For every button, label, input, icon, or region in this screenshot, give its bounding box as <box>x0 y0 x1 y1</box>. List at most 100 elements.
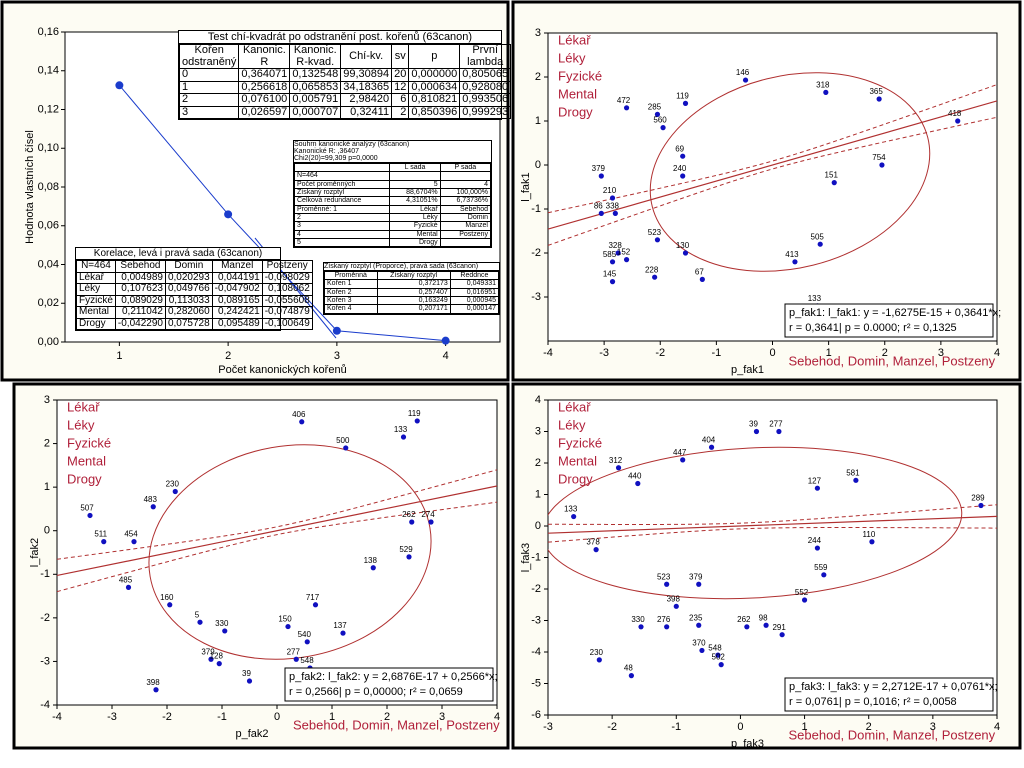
table-cell: sv <box>391 43 410 70</box>
point <box>779 632 785 638</box>
table-title: Test chí-kvadrát po odstranění post. koř… <box>179 31 501 44</box>
point-label: 585 <box>603 250 617 259</box>
point-label: 454 <box>124 530 138 539</box>
table-cell: První lambda <box>459 43 512 70</box>
point <box>125 584 132 590</box>
point-label: 529 <box>399 545 413 554</box>
y-tick-label: 0 <box>535 520 541 532</box>
table-cell: -0,100649 <box>261 317 313 330</box>
confidence-band <box>548 84 997 214</box>
point <box>699 647 705 654</box>
table-cell: 0,32411 <box>340 105 393 120</box>
table-cell: -0,047902 <box>211 283 263 296</box>
table-cell: Celková redundance <box>293 196 391 206</box>
point <box>615 465 622 471</box>
row: Kořen 2 0,257407 0,016951 <box>324 287 500 298</box>
point-label: 48 <box>624 664 633 673</box>
table-cell: 0,163249 <box>376 296 451 306</box>
point-label: 379 <box>592 164 606 173</box>
x-tick-label: 2 <box>866 721 872 733</box>
table-cell: 0,065853 <box>289 80 342 95</box>
table-cell: 2 <box>293 213 391 223</box>
point <box>635 480 641 487</box>
row: Počet proměnných 5 4 <box>293 179 492 190</box>
row: 2 Léky Domin <box>293 213 492 223</box>
confidence-ellipse <box>649 72 931 272</box>
table-cell: 4 <box>439 179 492 190</box>
x-tick-label: 4 <box>994 721 1000 733</box>
point <box>216 661 222 667</box>
x-tick-label: -2 <box>655 347 665 359</box>
x-tick-label: 4 <box>443 350 449 362</box>
table: Korelace, levá i pravá sada (63canon) N=4… <box>75 247 313 331</box>
point-label: 447 <box>673 448 687 457</box>
y-tick-label: 2 <box>535 457 541 469</box>
point <box>340 630 346 636</box>
table-cell: p <box>408 43 461 70</box>
point-label: 127 <box>808 476 822 485</box>
x-variables: Sebehod, Domin, Manzel, Postzeny <box>789 727 996 742</box>
x-tick-label: -1 <box>671 721 681 733</box>
table-cell: Drogy <box>76 317 116 330</box>
point-label: 548 <box>708 643 722 652</box>
point <box>682 250 689 256</box>
point-label: 717 <box>306 593 320 602</box>
point <box>167 602 173 608</box>
point <box>664 624 670 630</box>
y-tick-label: 3 <box>535 27 541 39</box>
point <box>699 276 705 282</box>
point <box>817 241 823 247</box>
table-title: Chi2(20)=99,309 p=0,0000 <box>294 155 491 163</box>
table-cell: Léky <box>76 283 116 296</box>
confidence-band <box>548 504 997 525</box>
point-label: 500 <box>336 436 350 445</box>
table-cell: 0,089165 <box>211 294 263 307</box>
point-label: 69 <box>675 144 684 153</box>
point-label: 98 <box>759 613 768 622</box>
row: Mental 0,211042 0,282060 0,242421 -0,074879 <box>76 306 313 319</box>
table-cell: 0,026597 <box>238 105 291 120</box>
table-cell: -0,098029 <box>261 271 313 284</box>
y-tick-label: -5 <box>531 677 541 689</box>
point-label: 145 <box>603 270 617 279</box>
table-cell: 0,810821 <box>408 93 461 107</box>
table-cell: 0,044191 <box>211 271 263 284</box>
table-cell: 6 <box>391 93 410 107</box>
table-grid: Proměnná Získaný rozptyl Reddnce Kořen 1 0,3… <box>324 270 500 314</box>
x-tick-label: -1 <box>217 711 227 723</box>
point <box>332 326 341 335</box>
point <box>814 545 821 551</box>
point <box>623 105 630 111</box>
table-cell <box>389 171 441 181</box>
point <box>814 485 821 491</box>
y-axis-title: Hodnota vlastních čísel <box>24 130 36 244</box>
point-label: 133 <box>564 505 578 514</box>
legend-variable: Mental <box>67 453 106 468</box>
table-cell: 0,805065 <box>459 68 512 82</box>
point-label: 379 <box>201 647 215 656</box>
point <box>615 250 621 256</box>
point-label: 110 <box>863 530 876 539</box>
fit-box <box>784 677 994 712</box>
y-tick-label: -4 <box>40 699 50 711</box>
point <box>593 547 599 553</box>
x-tick-label: 3 <box>439 711 445 723</box>
point <box>708 444 715 450</box>
point <box>652 274 658 280</box>
table-cell: Postzeny <box>439 229 492 240</box>
table-cell: 0,020293 <box>164 271 213 284</box>
y-tick-label: 3 <box>535 425 541 437</box>
point <box>370 565 376 571</box>
x-tick-label: 0 <box>274 711 280 723</box>
y-tick-label: 0,02 <box>38 297 59 309</box>
table-cell: Fyzické <box>389 221 441 231</box>
y-tick-label: 1 <box>535 488 541 500</box>
legend-variable: Fyzické <box>67 435 111 450</box>
x-tick-label: 1 <box>329 711 335 723</box>
table-title: Získaný rozptyl (Proporce), pravá sada (… <box>324 263 499 271</box>
table-cell: Získaný rozptyl <box>376 270 451 281</box>
table-cell: N=464 <box>293 171 391 181</box>
table-title: Kanonické R: ,36407 <box>294 148 359 155</box>
table-grid: L sada P sada N=464 Počet proměnných 5 4 Získa… <box>293 162 492 248</box>
table-cell: Kořen 2 <box>324 287 378 298</box>
